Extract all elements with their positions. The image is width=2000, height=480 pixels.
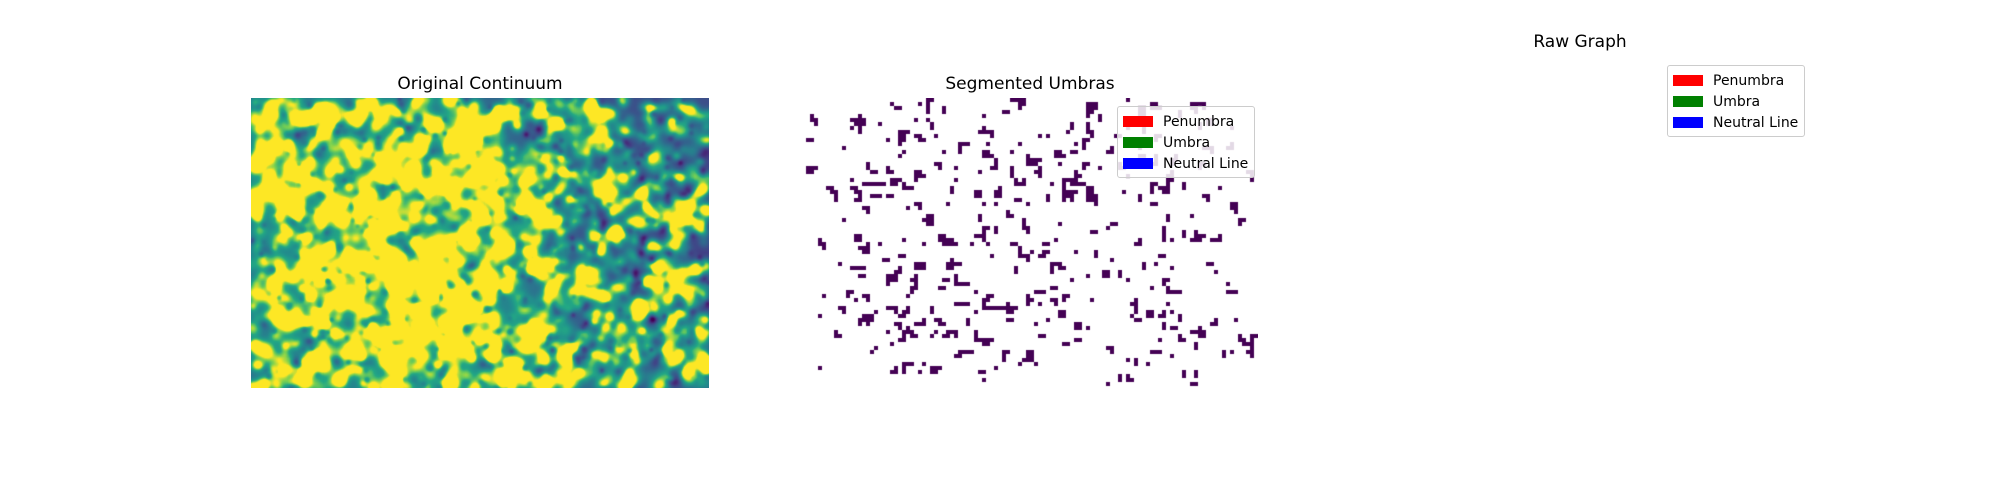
legend-label-penumbra: Penumbra xyxy=(1163,113,1235,130)
umbra-swatch xyxy=(1673,96,1703,107)
segmented-panel-title: Segmented Umbras xyxy=(945,74,1115,94)
legend-item-neutral-line: Neutral Line xyxy=(1673,112,1798,133)
legend-label-umbra: Umbra xyxy=(1713,93,1761,110)
legend-label-neutral-line: Neutral Line xyxy=(1163,155,1249,172)
legend-item-neutral-line: Neutral Line xyxy=(1123,153,1248,174)
legend-label-neutral-line: Neutral Line xyxy=(1713,114,1799,131)
segmented-legend: Penumbra Umbra Neutral Line xyxy=(1117,106,1256,178)
legend-label-umbra: Umbra xyxy=(1163,134,1211,151)
raw-graph-panel-title: Raw Graph xyxy=(1533,32,1627,52)
raw-graph-legend: Penumbra Umbra Neutral Line xyxy=(1667,65,1806,137)
penumbra-swatch xyxy=(1123,116,1153,127)
legend-item-umbra: Umbra xyxy=(1673,91,1798,112)
neutral-line-swatch xyxy=(1123,158,1153,169)
umbra-swatch xyxy=(1123,137,1153,148)
legend-item-umbra: Umbra xyxy=(1123,132,1248,153)
legend-item-penumbra: Penumbra xyxy=(1673,70,1798,91)
legend-label-penumbra: Penumbra xyxy=(1713,72,1785,89)
neutral-line-swatch xyxy=(1673,117,1703,128)
continuum-image xyxy=(251,98,709,388)
continuum-panel-title: Original Continuum xyxy=(397,74,563,94)
legend-item-penumbra: Penumbra xyxy=(1123,111,1248,132)
penumbra-swatch xyxy=(1673,75,1703,86)
